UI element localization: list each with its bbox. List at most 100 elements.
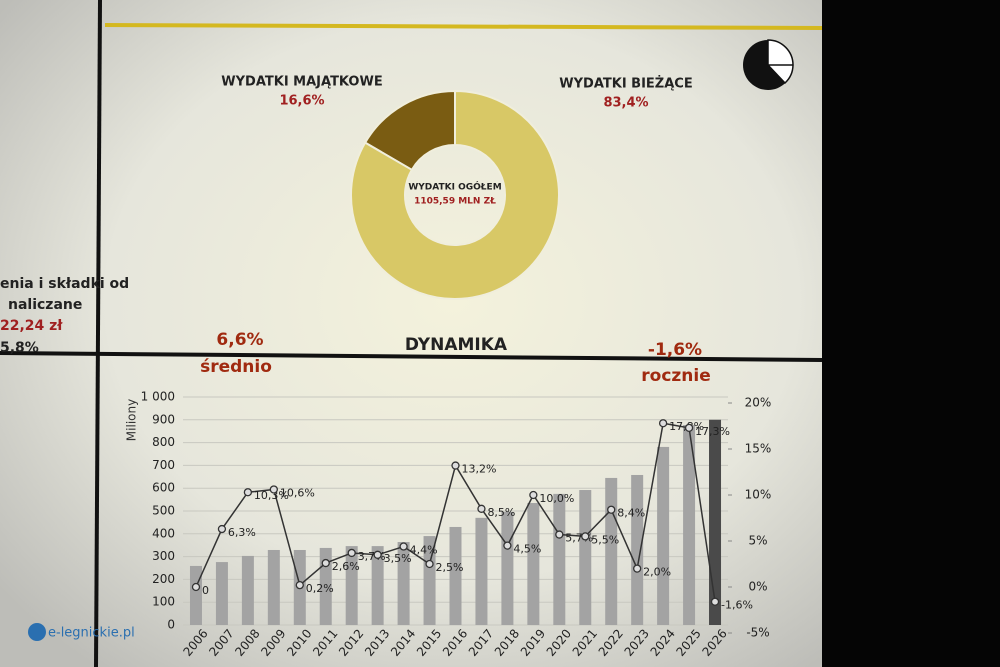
bar: [241, 555, 254, 625]
data-label: 13,2%: [462, 463, 497, 476]
bar: [579, 490, 592, 625]
line-point: [710, 597, 720, 606]
data-label: 0: [202, 584, 209, 597]
data-label: 2,6%: [332, 560, 360, 573]
y2-tick-label: -5%: [746, 626, 769, 640]
slice-value-label: 16,6%: [279, 94, 324, 109]
bar: [423, 536, 436, 625]
line-point: [633, 564, 642, 573]
watermark: e-legnickie.pl: [48, 626, 135, 641]
line-point: [529, 490, 538, 500]
y2-tick-label: 0%: [748, 580, 767, 594]
accent-line: [104, 23, 823, 30]
bar: [683, 425, 696, 625]
y-tick-label: 600: [152, 481, 175, 495]
bar: [709, 419, 722, 625]
data-label: 17,3%: [695, 425, 730, 438]
line-point: [684, 423, 694, 432]
bar: [527, 503, 540, 625]
line-point: [451, 461, 460, 470]
bar: [397, 542, 410, 625]
bar: [605, 477, 618, 625]
y2-tick-label: 5%: [748, 534, 767, 548]
line-point: [607, 505, 616, 514]
slice-value-label: 83,4%: [603, 96, 648, 111]
line-point: [191, 582, 201, 592]
bar: [475, 517, 488, 625]
bar: [215, 562, 228, 625]
y-tick-label: 700: [152, 458, 175, 472]
y2-tick-label: 10%: [745, 488, 772, 502]
slice-label: WYDATKI BIEŻĄCE: [559, 76, 692, 92]
line-point: [373, 550, 382, 559]
bar: [371, 546, 384, 625]
y2-tick-label: 15%: [745, 442, 772, 456]
data-label: 3,5%: [384, 552, 412, 565]
side-line: 5,8%: [0, 340, 39, 356]
pie-icon-slice: [766, 39, 794, 85]
bar: [631, 474, 644, 625]
y-tick-label: 0: [167, 618, 175, 632]
side-line: 22,24 zł: [0, 318, 63, 334]
annotation-note: średnio: [200, 357, 272, 377]
y-tick-label: 800: [152, 435, 175, 449]
y-tick-label: 400: [152, 526, 175, 540]
donut-center-title: WYDATKI OGÓŁEM: [408, 181, 501, 193]
line-point: [269, 485, 278, 494]
bar: [449, 526, 462, 625]
data-label: 5,7%: [565, 532, 593, 545]
data-label: 8,4%: [617, 507, 645, 520]
bar: [657, 446, 670, 625]
annotation-value: 6,6%: [216, 330, 263, 350]
line-point: [321, 558, 330, 568]
side-line: enia i składki od: [0, 276, 129, 292]
data-label: 10,3%: [254, 489, 289, 502]
line-point: [217, 524, 227, 534]
data-label: 6,3%: [228, 526, 256, 539]
line-point: [477, 504, 486, 513]
data-label: 2,5%: [436, 561, 464, 574]
annotation-note: rocznie: [641, 366, 711, 386]
slice-label: WYDATKI MAJĄTKOWE: [221, 75, 382, 90]
line-point: [347, 548, 356, 558]
data-label: 8,5%: [487, 506, 515, 519]
y-tick-label: 500: [152, 504, 175, 518]
y-tick-label: 900: [152, 412, 175, 426]
y-tick-label: 200: [152, 572, 175, 586]
bar: [553, 493, 566, 625]
data-label: 10,6%: [280, 486, 315, 499]
data-label: 3,7%: [358, 550, 386, 563]
line-point: [555, 530, 564, 539]
side-line: naliczane: [8, 297, 82, 313]
donut-slice: [350, 89, 560, 300]
annotation-value: -1,6%: [648, 340, 702, 360]
y-axis-label: Miliony: [125, 399, 139, 441]
bar: [267, 549, 280, 625]
y-tick-label: 1 000: [141, 390, 175, 404]
line-point: [581, 532, 590, 541]
data-label: 4,5%: [513, 543, 541, 556]
line-point: [295, 581, 304, 590]
line-point: [658, 419, 668, 428]
data-label: 4,4%: [410, 544, 438, 557]
line-point: [243, 488, 253, 497]
divider: [0, 351, 823, 362]
data-label: 2,0%: [643, 566, 671, 579]
y-tick-label: 100: [152, 595, 175, 609]
bar: [189, 565, 202, 625]
donut-center-value: 1105,59 MLN ZŁ: [414, 197, 496, 207]
bar: [345, 546, 358, 625]
chart-title: DYNAMIKA: [405, 335, 508, 355]
line-point: [503, 541, 512, 550]
y-tick-label: 300: [152, 549, 175, 563]
data-label: 5,5%: [591, 533, 619, 546]
line-point: [425, 559, 434, 569]
line-point: [399, 542, 408, 551]
side-text: enia i składki od naliczane 22,24 zł 5,8…: [0, 276, 129, 356]
data-label: -1,6%: [721, 599, 753, 612]
watermark-logo: [28, 623, 46, 641]
y2-tick-label: 20%: [745, 396, 772, 410]
data-label: 10,0%: [539, 492, 574, 505]
divider: [94, 0, 102, 667]
